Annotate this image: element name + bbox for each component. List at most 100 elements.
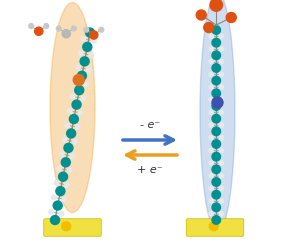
Circle shape	[219, 60, 224, 64]
Circle shape	[219, 186, 224, 190]
Circle shape	[34, 27, 43, 35]
Circle shape	[44, 24, 49, 28]
Text: - e⁻: - e⁻	[140, 120, 160, 130]
Ellipse shape	[50, 2, 95, 212]
Circle shape	[62, 197, 67, 202]
Circle shape	[78, 110, 83, 115]
Circle shape	[212, 140, 220, 148]
Circle shape	[209, 212, 213, 216]
Circle shape	[212, 89, 220, 98]
Circle shape	[219, 161, 224, 165]
Circle shape	[219, 98, 224, 102]
Circle shape	[67, 129, 76, 138]
Circle shape	[62, 138, 67, 142]
Text: + e⁻: + e⁻	[137, 165, 163, 175]
Circle shape	[64, 144, 73, 152]
Circle shape	[212, 178, 220, 186]
Circle shape	[54, 181, 59, 185]
Circle shape	[73, 140, 77, 144]
Circle shape	[219, 199, 224, 203]
Circle shape	[212, 165, 220, 173]
Circle shape	[212, 102, 220, 110]
Circle shape	[62, 222, 71, 231]
Circle shape	[219, 34, 224, 38]
Circle shape	[68, 108, 72, 113]
Circle shape	[219, 174, 224, 178]
Circle shape	[212, 64, 220, 72]
Circle shape	[209, 136, 213, 140]
Circle shape	[84, 27, 89, 32]
Circle shape	[209, 60, 213, 64]
Circle shape	[75, 86, 84, 95]
Circle shape	[204, 22, 214, 32]
Circle shape	[219, 72, 224, 76]
Circle shape	[65, 183, 69, 187]
Circle shape	[219, 123, 224, 127]
Circle shape	[219, 212, 224, 216]
Circle shape	[73, 74, 84, 86]
Circle shape	[60, 152, 64, 156]
Circle shape	[212, 152, 220, 161]
Circle shape	[58, 172, 68, 181]
Circle shape	[52, 195, 56, 200]
Circle shape	[99, 27, 104, 32]
Circle shape	[86, 67, 91, 72]
Circle shape	[219, 85, 224, 89]
Circle shape	[59, 212, 64, 216]
Circle shape	[68, 168, 72, 173]
Circle shape	[209, 123, 213, 127]
Circle shape	[212, 127, 220, 136]
Circle shape	[90, 31, 98, 39]
Circle shape	[209, 110, 213, 114]
Circle shape	[219, 148, 224, 152]
Circle shape	[69, 114, 78, 124]
Circle shape	[219, 110, 224, 114]
Circle shape	[212, 38, 220, 47]
Circle shape	[49, 210, 53, 214]
Circle shape	[56, 187, 65, 196]
Circle shape	[77, 71, 86, 80]
Circle shape	[53, 201, 62, 210]
Circle shape	[70, 94, 75, 99]
FancyBboxPatch shape	[186, 219, 244, 236]
Circle shape	[209, 222, 218, 231]
Circle shape	[73, 80, 77, 84]
Circle shape	[29, 24, 34, 28]
Circle shape	[85, 28, 94, 37]
Circle shape	[50, 216, 59, 224]
Circle shape	[70, 154, 75, 158]
Circle shape	[212, 216, 220, 224]
Circle shape	[212, 76, 220, 85]
Circle shape	[61, 158, 70, 167]
Circle shape	[78, 51, 83, 56]
Circle shape	[209, 34, 213, 38]
Circle shape	[209, 199, 213, 203]
Circle shape	[212, 114, 220, 123]
Circle shape	[209, 148, 213, 152]
Circle shape	[212, 203, 220, 211]
Circle shape	[219, 136, 224, 140]
Circle shape	[65, 123, 69, 128]
Circle shape	[81, 36, 85, 41]
Circle shape	[226, 12, 236, 22]
FancyBboxPatch shape	[44, 219, 101, 236]
Circle shape	[196, 10, 206, 20]
Circle shape	[62, 30, 70, 38]
Circle shape	[209, 174, 213, 178]
Circle shape	[76, 65, 80, 70]
Circle shape	[210, 0, 223, 11]
Ellipse shape	[200, 0, 235, 232]
Circle shape	[57, 166, 61, 171]
Circle shape	[219, 47, 224, 51]
Circle shape	[81, 96, 85, 101]
Circle shape	[72, 100, 81, 109]
Circle shape	[212, 190, 220, 199]
Circle shape	[212, 26, 220, 34]
Circle shape	[212, 97, 223, 108]
Circle shape	[209, 98, 213, 102]
Circle shape	[209, 47, 213, 51]
Circle shape	[209, 72, 213, 76]
Circle shape	[209, 161, 213, 165]
Circle shape	[92, 38, 96, 43]
Circle shape	[76, 125, 80, 130]
